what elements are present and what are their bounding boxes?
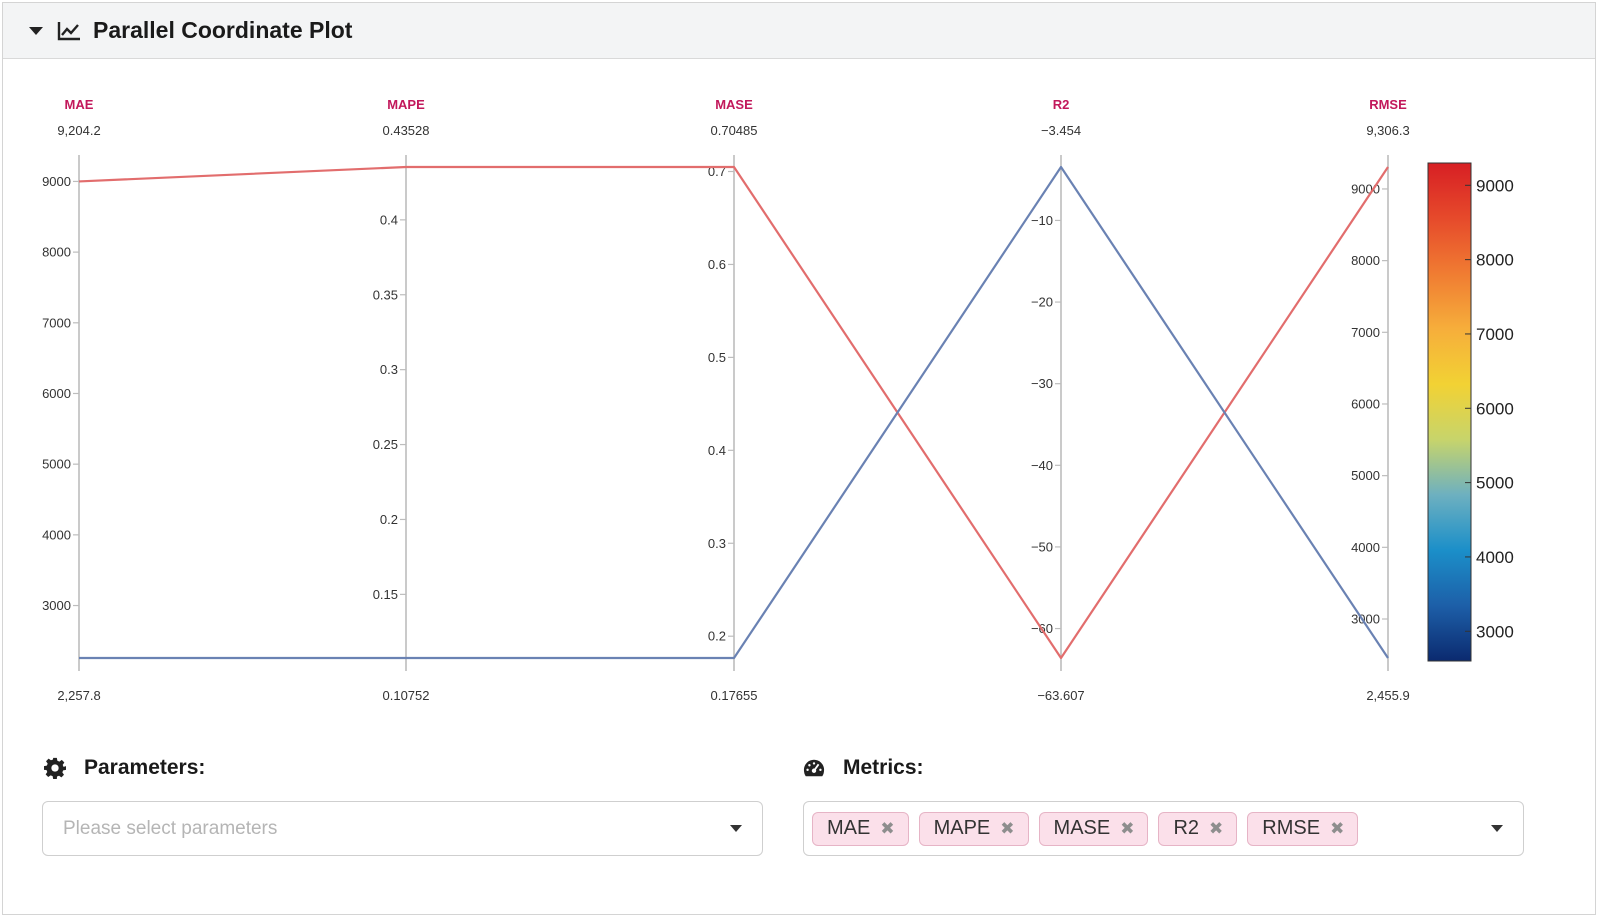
axis-max-label: 9,204.2 [57,123,100,138]
remove-tag-icon[interactable]: ✖ [880,818,895,838]
metrics-select[interactable]: MAE ✖ MAPE ✖ MASE ✖ R2 ✖ RMSE ✖ [803,801,1524,856]
tick-label: 9000 [1351,181,1380,196]
axis-name: MAE [65,97,94,112]
colorbar-tick-label: 8000 [1476,251,1514,270]
line-chart-icon [57,21,80,40]
series-line-1 [78,165,1389,660]
caret-down-icon[interactable] [29,26,43,35]
metric-tag-mae[interactable]: MAE ✖ [812,811,909,846]
colorbar [1427,162,1472,662]
metric-tag-r2[interactable]: R2 ✖ [1158,811,1238,846]
colorbar-tick-label: 3000 [1476,622,1514,641]
panel-title: Parallel Coordinate Plot [93,17,353,43]
remove-tag-icon[interactable]: ✖ [1209,818,1224,838]
axis-max-label: 0.43528 [383,123,430,138]
metric-tag-rmse[interactable]: RMSE ✖ [1247,811,1359,846]
tick-label: 0.5 [708,350,726,365]
tick-label: −40 [1031,458,1053,473]
axis-max-label: −3.454 [1041,123,1081,138]
tick-label: −50 [1031,539,1053,554]
axis-max-label: 0.70485 [711,123,758,138]
axis-name: MASE [715,97,753,112]
tick-label: 5000 [42,457,71,472]
axis-min-label: 2,455.9 [1366,688,1409,703]
axis-name: RMSE [1369,97,1407,112]
parameters-select[interactable]: Please select parameters [42,801,763,856]
dashboard-icon [803,759,825,777]
series-line-2 [79,165,1389,660]
tick-label: 0.2 [708,629,726,644]
tick-label: −10 [1031,213,1053,228]
tick-label: 8000 [1351,253,1380,268]
metric-tag-label: MAE [827,817,871,839]
metrics-tag-list: MAE ✖ MAPE ✖ MASE ✖ R2 ✖ RMSE ✖ [804,811,1491,846]
remove-tag-icon[interactable]: ✖ [1120,818,1135,838]
axis-min-label: 0.17655 [711,688,758,703]
tick-label: 0.3 [380,362,398,377]
panel-header[interactable]: Parallel Coordinate Plot [3,3,1595,59]
colorbar-tick-label: 7000 [1476,325,1514,344]
remove-tag-icon[interactable]: ✖ [1000,818,1015,838]
tick-label: 0.35 [373,287,398,302]
metrics-section-label: Metrics: [803,756,924,780]
colorbar-tick-label: 6000 [1476,399,1514,418]
tick-label: 0.2 [380,512,398,527]
tick-label: 0.3 [708,536,726,551]
tick-label: −20 [1031,295,1053,310]
tick-label: 4000 [1351,540,1380,555]
tick-label: 4000 [42,527,71,542]
axis-name: MAPE [387,97,425,112]
parameters-label: Parameters: [84,756,206,779]
tick-label: −30 [1031,376,1053,391]
remove-tag-icon[interactable]: ✖ [1330,818,1345,838]
tick-label: 9000 [42,174,71,189]
tick-label: 6000 [1351,396,1380,411]
tick-label: 7000 [1351,325,1380,340]
tick-label: 0.4 [380,212,398,227]
tick-label: 5000 [1351,468,1380,483]
tick-label: 0.25 [373,437,398,452]
tick-label: 7000 [42,315,71,330]
metric-tag-label: MASE [1053,817,1111,839]
metric-tag-label: MAPE [933,817,991,839]
metric-tag-label: RMSE [1262,817,1321,839]
tick-label: 8000 [42,245,71,260]
metric-tag-mape[interactable]: MAPE ✖ [918,811,1029,846]
metric-tag-mase[interactable]: MASE ✖ [1038,811,1149,846]
axis-min-label: 0.10752 [383,688,430,703]
parallel-coordinate-chart: MAE 9,204.2 2,257.8 3000 4000 5000 6000 7000 800… [42,97,1514,703]
metric-tag-label: R2 [1173,817,1200,839]
axis-name: R2 [1053,97,1070,112]
axis-max-label: 9,306.3 [1366,123,1409,138]
metrics-label: Metrics: [843,756,924,779]
tick-label: 0.4 [708,443,726,458]
colorbar-tick-label: 5000 [1476,474,1514,493]
tick-label: 3000 [42,598,71,613]
chevron-down-icon[interactable] [730,825,742,832]
tick-label: 0.15 [373,587,398,602]
axis-min-label: 2,257.8 [57,688,100,703]
gear-icon [44,757,66,779]
chevron-down-icon[interactable] [1491,825,1503,832]
tick-label: 6000 [42,386,71,401]
tick-label: 0.6 [708,257,726,272]
axis-min-label: −63.607 [1037,688,1084,703]
parameters-placeholder: Please select parameters [63,817,278,839]
colorbar-tick-label: 9000 [1476,176,1514,195]
parameters-section-label: Parameters: [44,756,205,780]
colorbar-tick-label: 4000 [1476,548,1514,567]
